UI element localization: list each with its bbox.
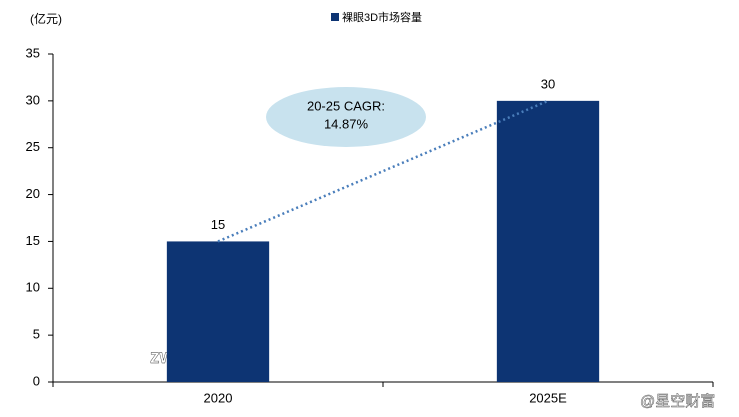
legend-label: 裸眼3D市场容量 [342,10,422,24]
y-tick-label: 25 [26,139,40,154]
x-tick-label: 2020 [204,390,233,405]
y-tick-label: 10 [26,280,40,295]
y-tick-label: 35 [26,45,40,60]
y-tick-label: 5 [33,327,40,342]
annotation-bubble [266,87,426,147]
bar [496,100,600,382]
y-tick-label: 20 [26,186,40,201]
y-tick-label: 30 [26,92,40,107]
y-tick-label: 15 [26,233,40,248]
bar [166,241,270,382]
y-tick-label: 0 [33,373,40,388]
x-tick-label: 2025E [529,390,567,405]
unit-label: (亿元) [30,11,62,26]
watermark: @星空财富 [640,392,715,410]
annotation: 20-25 CAGR: [307,98,385,113]
annotation: 14.87% [324,116,369,131]
legend-swatch [331,13,339,21]
data-label: 30 [541,76,555,91]
data-label: 15 [211,217,225,232]
